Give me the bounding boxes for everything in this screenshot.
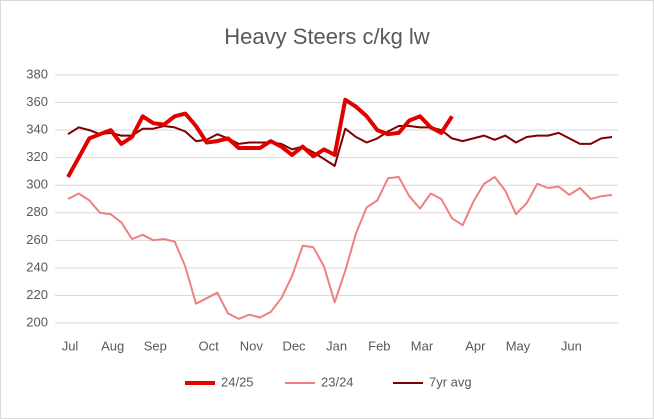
series-line	[67, 176, 613, 320]
y-tick-label: 200	[26, 314, 48, 329]
legend-label: 23/24	[321, 374, 354, 389]
x-tick-label: Feb	[368, 338, 390, 353]
y-tick-label: 300	[26, 177, 48, 192]
y-tick-label: 240	[26, 259, 48, 274]
x-tick-label: Jan	[326, 338, 347, 353]
x-tick-label: May	[506, 338, 531, 353]
y-tick-label: 220	[26, 287, 48, 302]
y-tick-label: 340	[26, 122, 48, 137]
x-tick-label: Apr	[465, 338, 486, 353]
series-line	[67, 125, 613, 167]
legend-label: 7yr avg	[429, 374, 472, 389]
y-tick-label: 280	[26, 204, 48, 219]
x-tick-label: Sep	[144, 338, 167, 353]
y-tick-label: 320	[26, 149, 48, 164]
x-tick-label: Oct	[199, 338, 220, 353]
x-tick-label: Jul	[62, 338, 79, 353]
chart-title: Heavy Steers c/kg lw	[224, 24, 430, 49]
x-tick-label: Jun	[561, 338, 582, 353]
series-line	[66, 97, 454, 178]
x-tick-label: Nov	[240, 338, 264, 353]
y-tick-label: 380	[26, 66, 48, 81]
y-tick-label: 260	[26, 232, 48, 247]
x-tick-label: Dec	[282, 338, 306, 353]
x-tick-label: Aug	[101, 338, 124, 353]
y-tick-label: 360	[26, 94, 48, 109]
x-tick-label: Mar	[411, 338, 434, 353]
legend-label: 24/25	[221, 374, 254, 389]
